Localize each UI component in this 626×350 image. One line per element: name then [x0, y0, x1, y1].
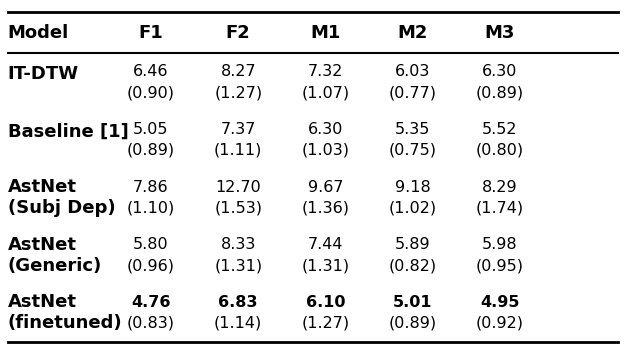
Text: 5.89: 5.89 — [395, 237, 431, 252]
Text: 5.98: 5.98 — [482, 237, 518, 252]
Text: (0.77): (0.77) — [389, 85, 437, 100]
Text: (0.89): (0.89) — [389, 316, 437, 331]
Text: 5.35: 5.35 — [395, 122, 431, 137]
Text: F1: F1 — [138, 24, 163, 42]
Text: 5.52: 5.52 — [482, 122, 518, 137]
Text: (1.14): (1.14) — [214, 316, 262, 331]
Text: 9.18: 9.18 — [395, 180, 431, 195]
Text: (0.96): (0.96) — [127, 258, 175, 273]
Text: (1.36): (1.36) — [302, 201, 349, 216]
Text: (0.89): (0.89) — [476, 85, 524, 100]
Text: (0.95): (0.95) — [476, 258, 524, 273]
Text: 4.95: 4.95 — [480, 295, 520, 310]
Text: 7.86: 7.86 — [133, 180, 169, 195]
Text: 5.80: 5.80 — [133, 237, 169, 252]
Text: AstNet: AstNet — [8, 178, 76, 196]
Text: 7.37: 7.37 — [220, 122, 256, 137]
Text: (0.80): (0.80) — [476, 143, 524, 158]
Text: Model: Model — [8, 24, 69, 42]
Text: M1: M1 — [310, 24, 341, 42]
Text: (1.27): (1.27) — [214, 85, 262, 100]
Text: (1.53): (1.53) — [214, 201, 262, 216]
Text: (1.10): (1.10) — [127, 201, 175, 216]
Text: M2: M2 — [398, 24, 428, 42]
Text: 6.03: 6.03 — [395, 64, 431, 79]
Text: (0.92): (0.92) — [476, 316, 524, 331]
Text: (1.02): (1.02) — [389, 201, 437, 216]
Text: 4.76: 4.76 — [131, 295, 171, 310]
Text: F2: F2 — [226, 24, 250, 42]
Text: (1.31): (1.31) — [214, 258, 262, 273]
Text: (1.31): (1.31) — [301, 258, 349, 273]
Text: 5.01: 5.01 — [393, 295, 433, 310]
Text: 6.46: 6.46 — [133, 64, 169, 79]
Text: 12.70: 12.70 — [215, 180, 261, 195]
Text: 9.67: 9.67 — [308, 180, 343, 195]
Text: (0.82): (0.82) — [389, 258, 437, 273]
Text: (1.07): (1.07) — [301, 85, 349, 100]
Text: 8.33: 8.33 — [220, 237, 256, 252]
Text: 6.30: 6.30 — [482, 64, 518, 79]
Text: 8.27: 8.27 — [220, 64, 256, 79]
Text: (0.75): (0.75) — [389, 143, 437, 158]
Text: 5.05: 5.05 — [133, 122, 169, 137]
Text: (Subj Dep): (Subj Dep) — [8, 199, 115, 217]
Text: AstNet: AstNet — [8, 236, 76, 254]
Text: (finetuned): (finetuned) — [8, 314, 122, 332]
Text: 7.32: 7.32 — [308, 64, 343, 79]
Text: (1.27): (1.27) — [301, 316, 349, 331]
Text: IT-DTW: IT-DTW — [8, 65, 79, 83]
Text: M3: M3 — [485, 24, 515, 42]
Text: 6.10: 6.10 — [305, 295, 345, 310]
Text: (0.83): (0.83) — [127, 316, 175, 331]
Text: (1.03): (1.03) — [302, 143, 349, 158]
Text: (Generic): (Generic) — [8, 257, 102, 275]
Text: 6.83: 6.83 — [218, 295, 258, 310]
Text: AstNet: AstNet — [8, 293, 76, 312]
Text: 8.29: 8.29 — [482, 180, 518, 195]
Text: (1.74): (1.74) — [476, 201, 524, 216]
Text: (1.11): (1.11) — [214, 143, 262, 158]
Text: (0.90): (0.90) — [127, 85, 175, 100]
Text: 6.30: 6.30 — [308, 122, 343, 137]
Text: 7.44: 7.44 — [308, 237, 343, 252]
Text: Baseline [1]: Baseline [1] — [8, 122, 128, 140]
Text: (0.89): (0.89) — [127, 143, 175, 158]
